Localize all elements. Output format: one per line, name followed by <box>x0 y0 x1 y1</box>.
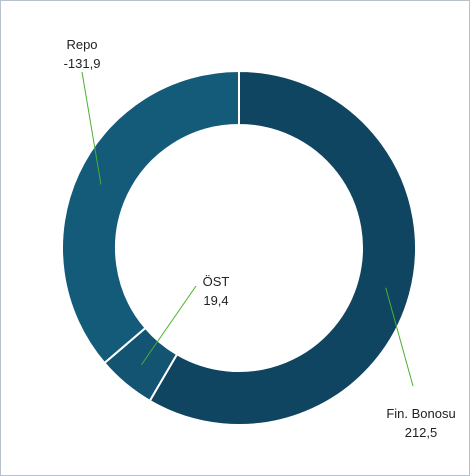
label-fin-bonosu: Fin. Bonosu 212,5 <box>386 406 455 440</box>
slice-repo <box>61 69 240 365</box>
leader-line-st <box>141 285 197 365</box>
label-ost-value: 19,4 <box>203 293 228 308</box>
leader-lines <box>81 71 414 387</box>
leader-line-fin-bonosu <box>385 287 414 387</box>
label-repo-value: -131,9 <box>64 56 101 71</box>
label-repo-name: Repo <box>66 37 97 52</box>
label-repo: Repo -131,9 <box>64 37 101 71</box>
donut-slices <box>61 69 417 426</box>
label-fin-bonosu-value: 212,5 <box>405 425 438 440</box>
label-ost-name: ÖST <box>203 274 230 289</box>
leader-line-repo <box>81 71 102 185</box>
label-fin-bonosu-name: Fin. Bonosu <box>386 406 455 421</box>
slice-fin-bonosu <box>148 69 417 426</box>
label-ost: ÖST 19,4 <box>203 274 230 308</box>
